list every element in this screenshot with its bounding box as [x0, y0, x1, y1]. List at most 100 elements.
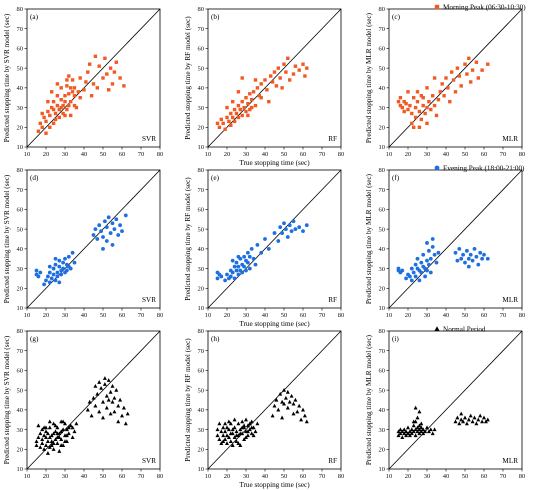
- data-point: [47, 435, 52, 440]
- data-point: [267, 99, 271, 104]
- y-tick-label: 60: [17, 46, 24, 53]
- reference-line: [207, 330, 342, 470]
- data-point: [55, 103, 60, 108]
- data-point: [219, 117, 223, 122]
- data-point: [259, 96, 263, 100]
- data-point: [110, 384, 115, 388]
- data-point: [423, 429, 428, 434]
- data-point: [234, 433, 239, 438]
- data-point: [53, 429, 58, 434]
- y-axis-label: Predicted stopping time by RF model (sec…: [184, 16, 192, 140]
- data-point: [63, 421, 67, 426]
- data-point: [303, 74, 307, 78]
- x-axis-label: True stopping time (sec): [239, 159, 310, 167]
- data-point: [438, 90, 442, 94]
- data-point: [463, 415, 467, 420]
- data-point: [404, 433, 409, 438]
- data-point: [236, 115, 241, 120]
- x-tick-label: 10: [24, 312, 31, 319]
- data-point: [419, 425, 424, 430]
- data-point: [47, 280, 52, 285]
- data-point: [297, 225, 302, 230]
- y-tick-label: 10: [379, 305, 386, 312]
- data-point: [291, 219, 296, 224]
- data-point: [49, 433, 54, 438]
- data-point: [223, 278, 228, 283]
- x-tick-label: 50: [100, 151, 107, 158]
- y-tick-label: 40: [198, 407, 205, 414]
- data-point: [93, 227, 98, 232]
- data-point: [280, 399, 285, 404]
- data-point: [413, 115, 418, 120]
- x-tick-label: 80: [157, 151, 164, 158]
- data-point: [61, 111, 65, 116]
- x-tick-label: 70: [319, 151, 326, 158]
- data-point: [236, 103, 241, 108]
- data-point: [232, 264, 237, 269]
- data-point: [417, 423, 422, 428]
- data-point: [244, 96, 248, 100]
- legend-marker: [434, 4, 440, 10]
- data-point: [107, 88, 111, 92]
- data-point: [410, 111, 414, 116]
- data-point: [396, 99, 401, 104]
- data-point: [396, 433, 401, 438]
- reference-line: [26, 169, 161, 309]
- data-point: [236, 264, 241, 269]
- x-tick-label: 10: [205, 151, 212, 158]
- data-point: [253, 429, 258, 434]
- data-point: [269, 74, 273, 78]
- x-tick-label: 60: [119, 312, 126, 319]
- x-tick-label: 30: [243, 473, 250, 480]
- data-point: [219, 429, 224, 434]
- data-point: [263, 78, 267, 82]
- data-point: [97, 64, 101, 68]
- y-tick-label: 60: [17, 207, 24, 214]
- y-tick-label: 60: [379, 207, 386, 214]
- data-point: [285, 389, 290, 394]
- data-point: [55, 441, 60, 445]
- data-point: [63, 256, 67, 261]
- panel-label: (e): [211, 174, 220, 182]
- scatter-series: [396, 56, 490, 129]
- data-point: [288, 78, 292, 82]
- data-point: [470, 258, 475, 263]
- data-point: [282, 62, 286, 66]
- data-point: [57, 264, 62, 269]
- data-point: [78, 76, 82, 80]
- data-point: [274, 84, 279, 88]
- data-point: [412, 96, 416, 100]
- data-point: [246, 260, 250, 265]
- x-tick-label: 60: [300, 151, 307, 158]
- data-point: [426, 429, 431, 434]
- data-point: [61, 103, 65, 108]
- data-point: [413, 262, 418, 267]
- data-point: [408, 103, 412, 108]
- data-point: [219, 274, 224, 279]
- plot-frame: [207, 169, 342, 309]
- x-tick-label: 30: [62, 473, 69, 480]
- data-point: [430, 244, 435, 249]
- data-point: [38, 431, 43, 436]
- data-point: [238, 427, 243, 432]
- y-tick-label: 10: [198, 144, 205, 151]
- y-tick-label: 70: [17, 187, 24, 194]
- data-point: [411, 429, 416, 434]
- data-point: [112, 227, 117, 232]
- data-point: [305, 66, 309, 70]
- data-point: [108, 411, 113, 416]
- data-point: [48, 125, 52, 129]
- data-point: [101, 399, 105, 404]
- data-point: [105, 72, 109, 76]
- data-point: [217, 437, 222, 442]
- data-point: [57, 258, 62, 263]
- data-point: [404, 276, 408, 281]
- x-axis-label: True stopping time (sec): [239, 320, 310, 328]
- panel-label: (f): [392, 174, 400, 182]
- plot-frame: [26, 169, 161, 309]
- data-point: [112, 409, 117, 414]
- data-point: [102, 382, 107, 386]
- data-point: [434, 113, 439, 118]
- y-tick-label: 70: [17, 348, 24, 355]
- data-point: [463, 62, 467, 66]
